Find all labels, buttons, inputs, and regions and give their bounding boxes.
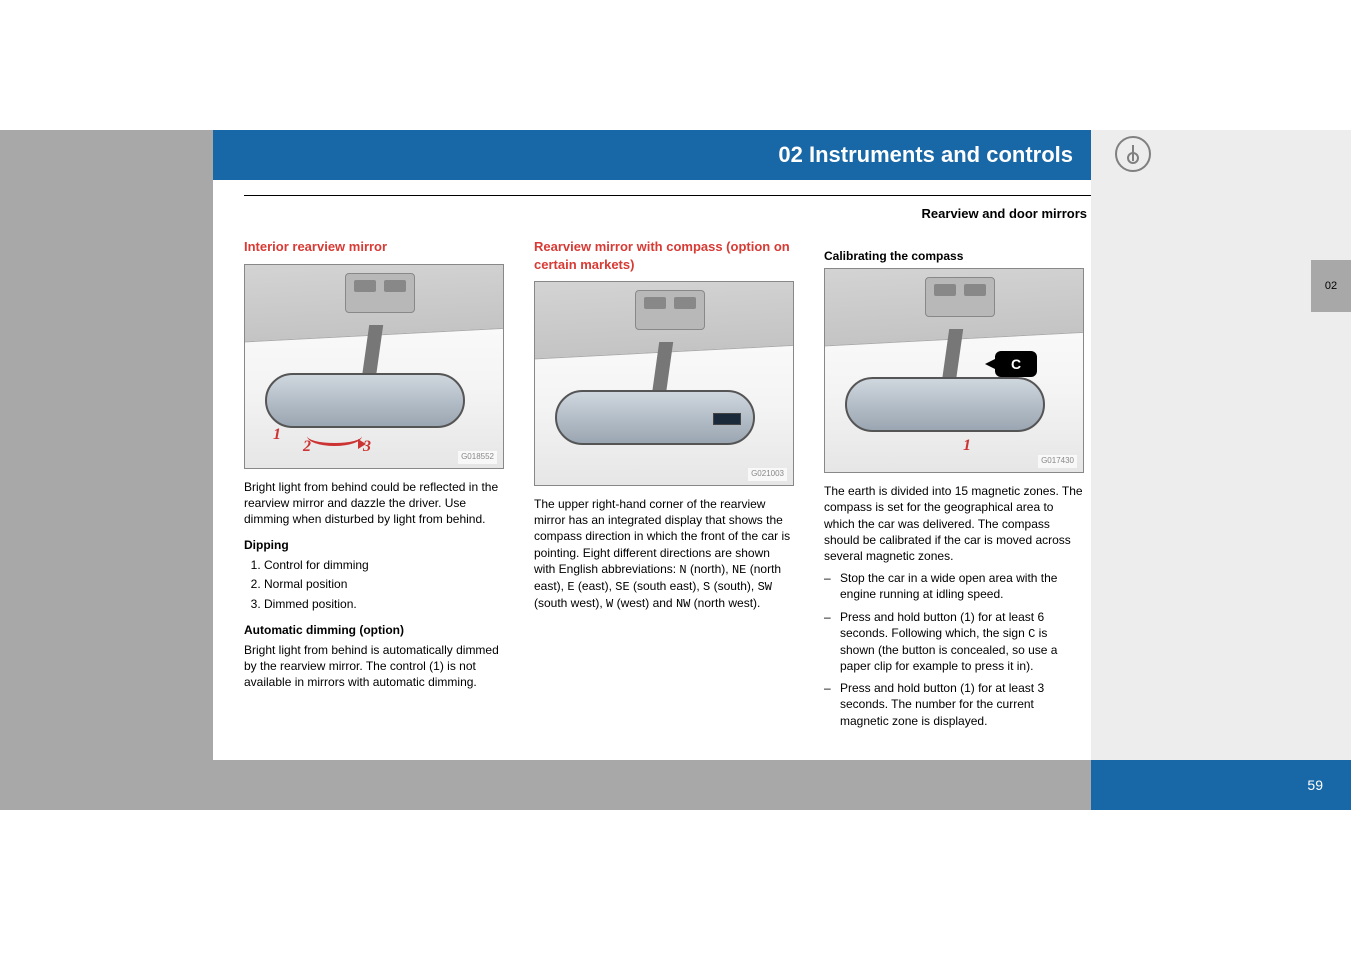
text-fragment: (south),: [710, 579, 757, 593]
footer-bar-grey: [0, 760, 1091, 810]
callout-3: 3: [363, 436, 371, 458]
callout-2: 2: [303, 436, 311, 458]
mirror-shape: [845, 377, 1045, 432]
calibration-step: Press and hold button (1) for at least 6…: [824, 609, 1084, 675]
callout-1: 1: [273, 424, 281, 446]
overhead-panel: [345, 273, 415, 313]
col1-intro: Bright light from behind could be reflec…: [244, 479, 504, 528]
text-fragment: (west) and: [613, 596, 676, 610]
overhead-panel: [635, 290, 705, 330]
dipping-heading: Dipping: [244, 537, 504, 553]
column-3: Calibrating the compass C 1 G017430 The …: [824, 238, 1084, 735]
dir-nw: NW: [676, 597, 690, 611]
page-number: 59: [1307, 777, 1323, 793]
callout-1: 1: [963, 435, 971, 457]
auto-dimming-heading: Automatic dimming (option): [244, 622, 504, 638]
chapter-header-bar: 02 Instruments and controls: [213, 130, 1091, 180]
text-fragment: (south west),: [534, 596, 606, 610]
instruments-icon: [1115, 136, 1151, 172]
text-fragment: (south east),: [630, 579, 703, 593]
col3-intro: The earth is divided into 15 magnetic zo…: [824, 483, 1084, 564]
dir-ne: NE: [732, 563, 746, 577]
dir-se: SE: [615, 580, 629, 594]
footer-bar-blue: 59: [1091, 760, 1351, 810]
dipping-item: Normal position: [264, 576, 504, 592]
image-code: G018552: [458, 451, 497, 464]
dipping-item: Control for dimming: [264, 557, 504, 573]
calibration-step: Stop the car in a wide open area with th…: [824, 570, 1084, 602]
chapter-title: 02 Instruments and controls: [778, 142, 1073, 168]
compass-c-badge: C: [995, 351, 1037, 377]
text-fragment: (north west).: [690, 596, 760, 610]
left-margin-bar: [0, 130, 213, 760]
mirror-shape: [265, 373, 465, 428]
dipping-item: Dimmed position.: [264, 596, 504, 612]
content-area: Interior rearview mirror 1 2 3 G018552 B…: [244, 238, 1084, 735]
col1-heading: Interior rearview mirror: [244, 238, 504, 256]
col1-illustration: 1 2 3 G018552: [244, 264, 504, 469]
col2-text: The upper right-hand corner of the rearv…: [534, 496, 794, 612]
right-margin-bar: [1091, 130, 1351, 760]
text-fragment: Press and hold button (1) for at least 6…: [840, 610, 1044, 640]
chapter-tab: 02: [1311, 260, 1351, 312]
image-code: G021003: [748, 468, 787, 481]
compass-display: [713, 413, 741, 425]
overhead-panel: [925, 277, 995, 317]
col2-illustration: G021003: [534, 281, 794, 486]
dipping-list: Control for dimming Normal position Dimm…: [244, 557, 504, 612]
text-fragment: (east),: [575, 579, 616, 593]
image-code: G017430: [1038, 455, 1077, 468]
dimming-arrow: [307, 426, 362, 446]
section-title: Rearview and door mirrors: [922, 206, 1087, 221]
dir-n: N: [679, 563, 686, 577]
auto-dimming-text: Bright light from behind is automaticall…: [244, 642, 504, 691]
calibration-step: Press and hold button (1) for at least 3…: [824, 680, 1084, 729]
column-2: Rearview mirror with compass (option on …: [534, 238, 794, 735]
section-header-bar: Rearview and door mirrors: [244, 195, 1091, 223]
dir-sw: SW: [758, 580, 772, 594]
dir-e: E: [567, 580, 574, 594]
col2-heading: Rearview mirror with compass (option on …: [534, 238, 794, 273]
col3-illustration: C 1 G017430: [824, 268, 1084, 473]
col3-heading: Calibrating the compass: [824, 248, 1084, 264]
text-fragment: (north),: [687, 562, 732, 576]
calibration-steps: Stop the car in a wide open area with th…: [824, 570, 1084, 729]
column-1: Interior rearview mirror 1 2 3 G018552 B…: [244, 238, 504, 735]
